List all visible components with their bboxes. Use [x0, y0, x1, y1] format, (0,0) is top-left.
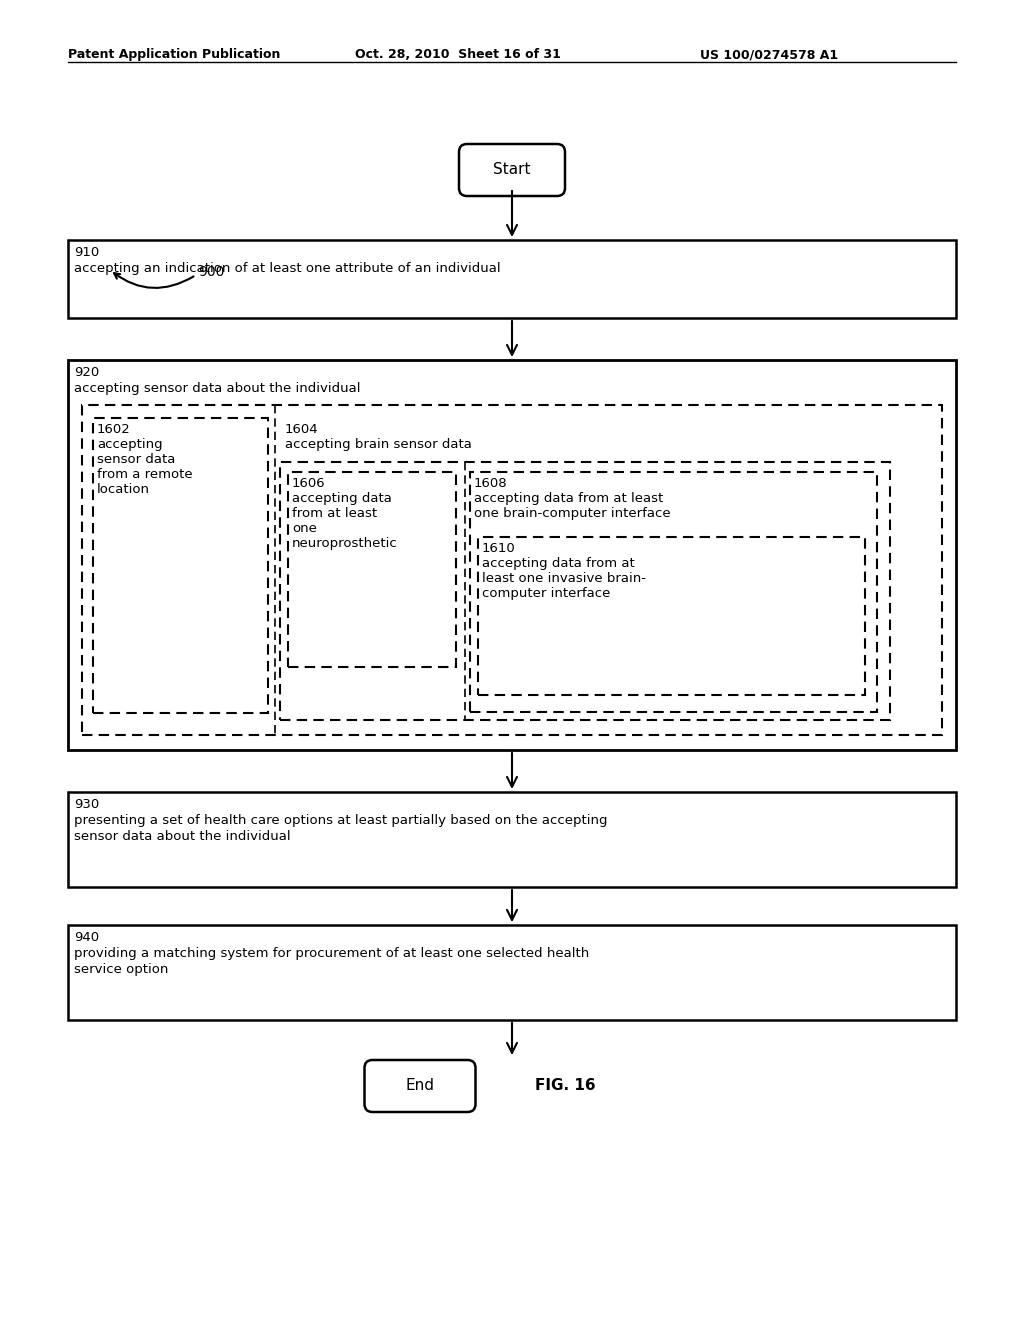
- Text: 1608: 1608: [474, 477, 508, 490]
- Text: presenting a set of health care options at least partially based on the acceptin: presenting a set of health care options …: [74, 814, 607, 828]
- Text: FIG. 16: FIG. 16: [535, 1078, 596, 1093]
- Text: 1604: 1604: [285, 422, 318, 436]
- FancyBboxPatch shape: [459, 144, 565, 195]
- Bar: [68, 925, 956, 1020]
- Text: accepting data
from at least
one
neuroprosthetic: accepting data from at least one neuropr…: [292, 492, 397, 550]
- Text: 920: 920: [74, 366, 99, 379]
- Text: accepting brain sensor data: accepting brain sensor data: [285, 438, 472, 451]
- Text: 1610: 1610: [482, 543, 516, 554]
- Text: Start: Start: [494, 162, 530, 177]
- Text: accepting
sensor data
from a remote
location: accepting sensor data from a remote loca…: [97, 438, 193, 496]
- Bar: [68, 792, 956, 887]
- Text: service option: service option: [74, 964, 168, 975]
- Bar: [68, 240, 956, 318]
- Text: 930: 930: [74, 799, 99, 810]
- FancyBboxPatch shape: [365, 1060, 475, 1111]
- Text: 1602: 1602: [97, 422, 131, 436]
- Text: Oct. 28, 2010  Sheet 16 of 31: Oct. 28, 2010 Sheet 16 of 31: [355, 48, 561, 61]
- Text: accepting sensor data about the individual: accepting sensor data about the individu…: [74, 381, 360, 395]
- Text: US 100/0274578 A1: US 100/0274578 A1: [700, 48, 838, 61]
- Text: End: End: [406, 1078, 434, 1093]
- Bar: [68, 360, 956, 750]
- Text: 1606: 1606: [292, 477, 326, 490]
- Text: accepting data from at
least one invasive brain-
computer interface: accepting data from at least one invasiv…: [482, 557, 646, 601]
- Bar: [470, 473, 877, 711]
- Text: Patent Application Publication: Patent Application Publication: [68, 48, 281, 61]
- Bar: [288, 473, 456, 667]
- Text: 900: 900: [198, 265, 224, 279]
- Text: accepting data from at least
one brain-computer interface: accepting data from at least one brain-c…: [474, 492, 671, 520]
- Text: sensor data about the individual: sensor data about the individual: [74, 830, 291, 843]
- Text: 940: 940: [74, 931, 99, 944]
- Bar: [93, 418, 268, 713]
- Text: 910: 910: [74, 246, 99, 259]
- Text: accepting an indication of at least one attribute of an individual: accepting an indication of at least one …: [74, 261, 501, 275]
- Text: providing a matching system for procurement of at least one selected health: providing a matching system for procurem…: [74, 946, 589, 960]
- Bar: [82, 405, 942, 735]
- Bar: [478, 537, 865, 696]
- Bar: [280, 462, 890, 719]
